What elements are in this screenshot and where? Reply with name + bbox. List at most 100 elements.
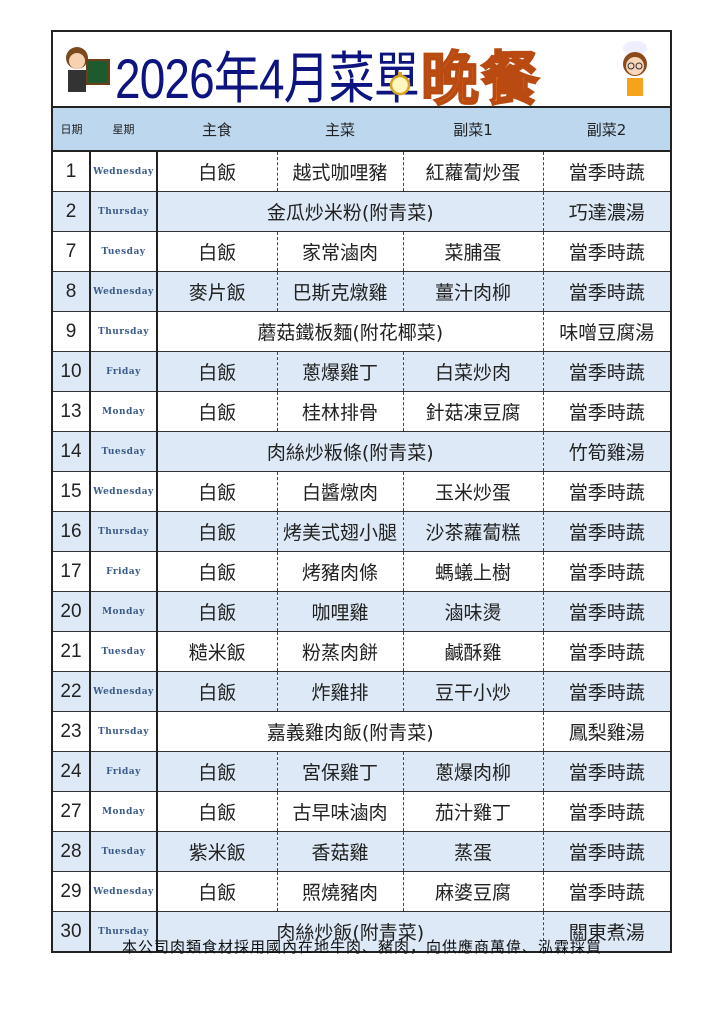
date-cell: 13 — [53, 391, 90, 432]
menu-body: 1 Wednesday 白飯 越式咖哩豬 紅蘿蔔炒蛋 當季時蔬 2 Thursday 金瓜炒米粉… — [53, 150, 670, 951]
staple-cell: 白飯 — [156, 751, 277, 792]
staple-cell: 白飯 — [156, 150, 277, 192]
side2-cell: 當季時蔬 — [542, 391, 670, 432]
table-row: 27 Monday 白飯 古早味滷肉 茄汁雞丁 當季時蔬 — [53, 791, 670, 832]
weekday-cell: Thursday — [89, 711, 157, 752]
main-dish-cell: 越式咖哩豬 — [276, 150, 403, 192]
weekday-cell: Wednesday — [89, 471, 157, 512]
main-dish-cell: 粉蒸肉餅 — [276, 631, 403, 672]
header-date: 日期 — [53, 108, 90, 152]
table-header-row: 日期 星期 主食 主菜 副菜1 副菜2 — [53, 108, 670, 152]
table-row: 23 Thursday 嘉義雞肉飯(附青菜) 鳳梨雞湯 — [53, 711, 670, 752]
header-staple: 主食 — [157, 108, 277, 152]
side2-cell: 鳳梨雞湯 — [542, 711, 670, 752]
table-row: 29 Wednesday 白飯 照燒豬肉 麻婆豆腐 當季時蔬 — [53, 871, 670, 912]
header-side2: 副菜2 — [543, 108, 670, 152]
combined-meal-cell: 蘑菇鐵板麵(附花椰菜) — [156, 311, 543, 352]
stopwatch-icon — [389, 72, 411, 96]
chef-girl-icon — [623, 41, 647, 96]
header-side1: 副菜1 — [403, 108, 543, 152]
side2-cell: 當季時蔬 — [542, 671, 670, 712]
side2-cell: 當季時蔬 — [542, 871, 670, 912]
side2-cell: 當季時蔬 — [542, 791, 670, 832]
side2-cell: 當季時蔬 — [542, 591, 670, 632]
side1-cell: 菜脯蛋 — [402, 231, 543, 272]
side2-cell: 當季時蔬 — [542, 551, 670, 592]
table-row: 10 Friday 白飯 蔥爆雞丁 白菜炒肉 當季時蔬 — [53, 351, 670, 392]
weekday-cell: Monday — [89, 791, 157, 832]
date-cell: 10 — [53, 351, 90, 392]
staple-cell: 白飯 — [156, 791, 277, 832]
date-cell: 2 — [53, 191, 90, 232]
side2-cell: 當季時蔬 — [542, 511, 670, 552]
side2-cell: 當季時蔬 — [542, 351, 670, 392]
table-row: 14 Tuesday 肉絲炒粄條(附青菜) 竹筍雞湯 — [53, 431, 670, 472]
table-row: 28 Tuesday 紫米飯 香菇雞 蒸蛋 當季時蔬 — [53, 831, 670, 872]
side1-cell: 豆干小炒 — [402, 671, 543, 712]
side2-cell: 巧達濃湯 — [542, 191, 670, 232]
weekday-cell: Tuesday — [89, 631, 157, 672]
staple-cell: 白飯 — [156, 391, 277, 432]
staple-cell: 麥片飯 — [156, 271, 277, 312]
side1-cell: 螞蟻上樹 — [402, 551, 543, 592]
staple-cell: 紫米飯 — [156, 831, 277, 872]
side2-cell: 當季時蔬 — [542, 831, 670, 872]
side1-cell: 沙茶蘿蔔糕 — [402, 511, 543, 552]
weekday-cell: Tuesday — [89, 431, 157, 472]
staple-cell: 白飯 — [156, 871, 277, 912]
table-row: 13 Monday 白飯 桂林排骨 針菇凍豆腐 當季時蔬 — [53, 391, 670, 432]
side2-cell: 當季時蔬 — [542, 150, 670, 192]
weekday-cell: Friday — [89, 551, 157, 592]
date-cell: 30 — [53, 911, 90, 951]
weekday-cell: Thursday — [89, 511, 157, 552]
side2-cell: 當季時蔬 — [542, 631, 670, 672]
staple-cell: 白飯 — [156, 351, 277, 392]
weekday-cell: Tuesday — [89, 231, 157, 272]
main-dish-cell: 蔥爆雞丁 — [276, 351, 403, 392]
table-row: 24 Friday 白飯 宮保雞丁 蔥爆肉柳 當季時蔬 — [53, 751, 670, 792]
date-cell: 22 — [53, 671, 90, 712]
date-cell: 7 — [53, 231, 90, 272]
combined-meal-cell: 肉絲炒飯(附青菜) — [156, 911, 543, 951]
meal-title: 晚餐 — [420, 44, 542, 114]
side1-cell: 蒸蛋 — [402, 831, 543, 872]
date-cell: 27 — [53, 791, 90, 832]
staple-cell: 白飯 — [156, 671, 277, 712]
table-row: 9 Thursday 蘑菇鐵板麵(附花椰菜) 味噌豆腐湯 — [53, 311, 670, 352]
date-cell: 17 — [53, 551, 90, 592]
date-cell: 8 — [53, 271, 90, 312]
table-row: 7 Tuesday 白飯 家常滷肉 菜脯蛋 當季時蔬 — [53, 231, 670, 272]
weekday-cell: Friday — [89, 751, 157, 792]
teacher-icon — [66, 47, 110, 92]
date-cell: 29 — [53, 871, 90, 912]
weekday-cell: Monday — [89, 591, 157, 632]
staple-cell: 白飯 — [156, 231, 277, 272]
menu-sheet: 2026年4月菜單 晚餐 日期 星期 主食 主菜 副菜1 副菜2 1 Wednes… — [51, 30, 672, 953]
date-cell: 24 — [53, 751, 90, 792]
date-cell: 20 — [53, 591, 90, 632]
main-dish-cell: 白醬燉肉 — [276, 471, 403, 512]
main-dish-cell: 宮保雞丁 — [276, 751, 403, 792]
staple-cell: 白飯 — [156, 471, 277, 512]
table-row: 2 Thursday 金瓜炒米粉(附青菜) 巧達濃湯 — [53, 191, 670, 232]
table-row: 30 Thursday 肉絲炒飯(附青菜) 關東煮湯 — [53, 911, 670, 951]
header-main-dish: 主菜 — [277, 108, 403, 152]
title-banner: 2026年4月菜單 晚餐 — [53, 32, 670, 114]
table-row: 17 Friday 白飯 烤豬肉條 螞蟻上樹 當季時蔬 — [53, 551, 670, 592]
staple-cell: 白飯 — [156, 511, 277, 552]
side1-cell: 薑汁肉柳 — [402, 271, 543, 312]
table-row: 21 Tuesday 糙米飯 粉蒸肉餅 鹹酥雞 當季時蔬 — [53, 631, 670, 672]
side2-cell: 關東煮湯 — [542, 911, 670, 951]
combined-meal-cell: 嘉義雞肉飯(附青菜) — [156, 711, 543, 752]
weekday-cell: Tuesday — [89, 831, 157, 872]
table-row: 8 Wednesday 麥片飯 巴斯克燉雞 薑汁肉柳 當季時蔬 — [53, 271, 670, 312]
side1-cell: 白菜炒肉 — [402, 351, 543, 392]
main-dish-cell: 古早味滷肉 — [276, 791, 403, 832]
date-cell: 14 — [53, 431, 90, 472]
date-cell: 16 — [53, 511, 90, 552]
table-row: 15 Wednesday 白飯 白醬燉肉 玉米炒蛋 當季時蔬 — [53, 471, 670, 512]
staple-cell: 白飯 — [156, 551, 277, 592]
side1-cell: 滷味燙 — [402, 591, 543, 632]
header-weekday: 星期 — [90, 108, 157, 152]
page-title: 2026年4月菜單 — [115, 47, 420, 110]
